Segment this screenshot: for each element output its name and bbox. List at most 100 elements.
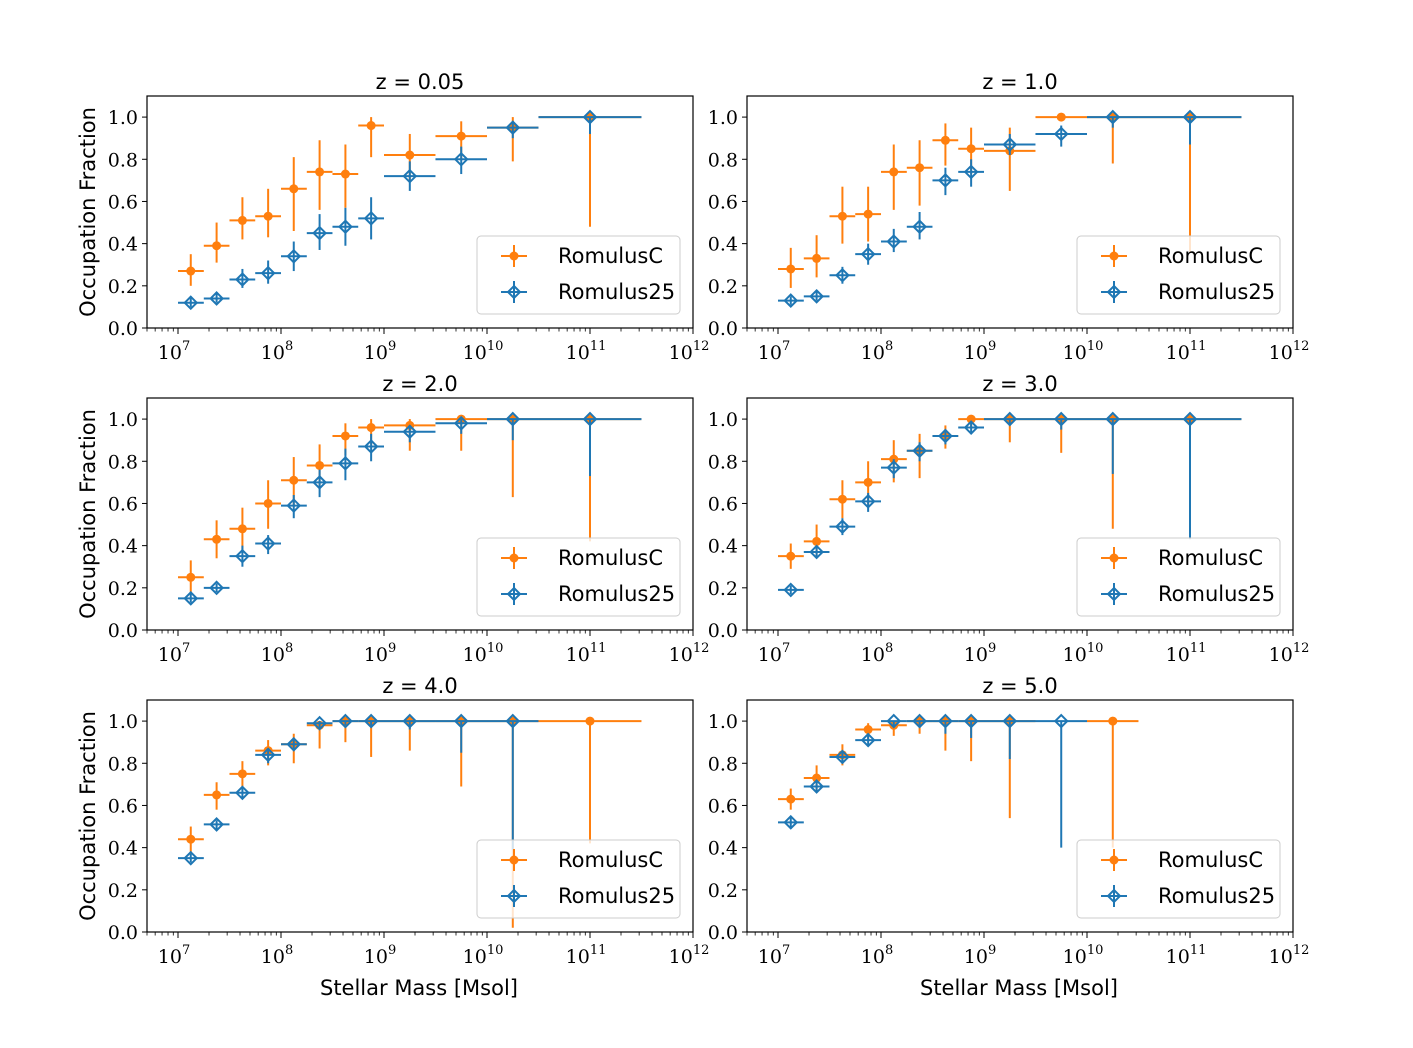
data-point: [937, 428, 953, 444]
y-tick-label: 0.8: [108, 451, 138, 473]
data-layer: [178, 411, 642, 606]
data-point: [453, 713, 469, 729]
data-point: [315, 460, 325, 470]
legend-handle: [501, 885, 527, 907]
data-point: [363, 439, 379, 454]
series-romulusc: [778, 112, 1242, 288]
data-point: [912, 713, 928, 729]
data-point: [1053, 126, 1069, 142]
y-tick-label: 0.8: [708, 451, 738, 473]
data-point: [505, 120, 521, 136]
legend-label: Romulus25: [1158, 582, 1275, 606]
x-tick-label: 109: [364, 641, 396, 666]
x-tick-label: 109: [364, 339, 396, 364]
legend-handle: [1101, 885, 1127, 907]
legend: RomulusC Romulus25: [476, 537, 681, 617]
legend-marker: [1106, 284, 1122, 300]
data-point: [912, 443, 928, 459]
legend-handle: [501, 281, 527, 303]
y-axis-label: Occupation Fraction: [76, 711, 100, 921]
data-point: [809, 288, 825, 304]
x-tick-label: 108: [261, 339, 293, 364]
legend-handle: [501, 583, 527, 605]
data-point: [366, 423, 376, 433]
x-tick-label: 107: [758, 641, 790, 666]
legend-label: Romulus25: [558, 884, 675, 908]
y-tick-label: 0.4: [108, 838, 138, 860]
data-point: [405, 150, 415, 160]
data-point: [286, 248, 302, 264]
legend-handle: [1101, 245, 1127, 267]
legend-label: Romulus25: [558, 582, 675, 606]
data-point: [1108, 716, 1118, 726]
x-tick-label: 1010: [1063, 943, 1104, 968]
x-tick-label: 1012: [1269, 943, 1310, 968]
y-tick-label: 1.0: [708, 107, 738, 129]
legend-marker: [1109, 251, 1119, 261]
x-tick-label: 108: [861, 641, 893, 666]
x-tick-label: 1011: [1166, 943, 1207, 968]
x-tick-label: 108: [861, 943, 893, 968]
legend: RomulusC Romulus25: [1076, 537, 1281, 617]
y-tick-label: 0.6: [708, 493, 738, 515]
data-point: [340, 431, 350, 441]
x-tick-label: 1011: [1166, 339, 1207, 364]
y-tick-label: 0.0: [108, 318, 138, 340]
data-point: [1053, 713, 1069, 729]
data-point: [209, 291, 225, 306]
data-point: [837, 494, 847, 504]
legend: RomulusC Romulus25: [476, 235, 681, 315]
data-point: [366, 121, 376, 131]
x-tick-label: 1011: [566, 943, 607, 968]
data-point: [363, 210, 379, 226]
x-tick-label: 107: [758, 339, 790, 364]
x-tick-label: 1010: [463, 641, 504, 666]
y-tick-label: 0.0: [708, 620, 738, 642]
y-tick-label: 0.0: [108, 620, 138, 642]
data-layer: [778, 109, 1242, 308]
data-point: [966, 414, 976, 424]
data-point: [505, 713, 521, 729]
series-romulus25: [178, 109, 642, 311]
x-axis-label: Stellar Mass [Msol]: [320, 976, 518, 1000]
legend-marker: [1109, 855, 1119, 865]
legend-label: RomulusC: [558, 244, 663, 268]
x-tick-label: 109: [964, 943, 996, 968]
data-point: [863, 725, 873, 735]
data-point: [886, 460, 902, 476]
legend-label: RomulusC: [1158, 546, 1263, 570]
legend-handle: [501, 245, 527, 267]
panel-2: z = 1.0 0.0 0.2 0.4 0.6 0.8 1.0 107 108 109 1010 10…: [708, 70, 1310, 364]
y-tick-label: 0.8: [108, 753, 138, 775]
data-point: [183, 850, 199, 866]
data-point: [260, 536, 276, 551]
data-point: [186, 572, 196, 582]
legend-marker: [1109, 553, 1119, 563]
data-point: [834, 519, 850, 535]
y-tick-label: 0.2: [708, 880, 738, 902]
legend-box: [476, 839, 681, 919]
data-point: [783, 814, 799, 830]
data-point: [812, 773, 822, 783]
data-point: [183, 590, 199, 606]
legend-marker: [1106, 888, 1122, 904]
x-tick-label: 108: [261, 641, 293, 666]
data-point: [363, 713, 379, 729]
data-point: [505, 411, 521, 427]
data-point: [212, 790, 222, 800]
legend-handle: [1101, 547, 1127, 569]
x-tick-label: 107: [158, 641, 190, 666]
data-point: [212, 534, 222, 544]
data-point: [783, 293, 799, 308]
data-point: [1182, 109, 1198, 125]
y-tick-label: 0.2: [108, 880, 138, 902]
data-point: [263, 211, 273, 221]
data-point: [337, 713, 353, 729]
x-tick-label: 1011: [1166, 641, 1207, 666]
axes-frame: [146, 95, 694, 329]
data-point: [786, 551, 796, 561]
legend-marker: [509, 251, 519, 261]
data-point: [834, 749, 850, 765]
legend-box: [476, 235, 681, 315]
